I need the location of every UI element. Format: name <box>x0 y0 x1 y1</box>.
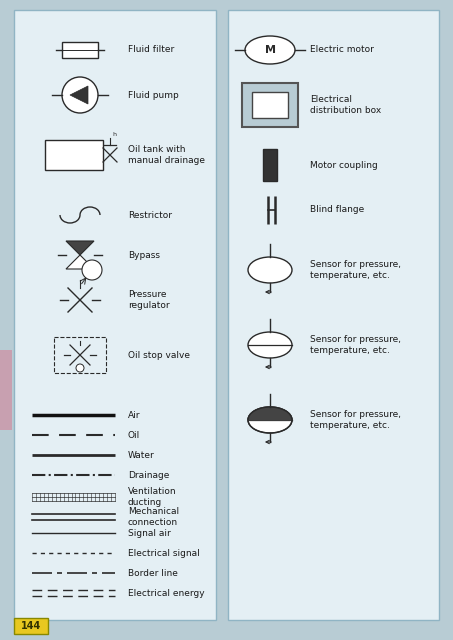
Text: Fluid pump: Fluid pump <box>128 90 179 99</box>
Bar <box>45 140 103 170</box>
Ellipse shape <box>248 332 292 358</box>
Text: Oil tank with
manual drainage: Oil tank with manual drainage <box>128 145 205 164</box>
Text: Mechanical
connection: Mechanical connection <box>128 508 179 527</box>
Text: Oil: Oil <box>128 431 140 440</box>
Text: Sensor for pressure,
temperature, etc.: Sensor for pressure, temperature, etc. <box>310 260 401 280</box>
Text: Electrical signal: Electrical signal <box>128 548 200 557</box>
Bar <box>54 337 106 373</box>
Bar <box>252 92 288 118</box>
Text: Signal air: Signal air <box>128 529 171 538</box>
Text: Border line: Border line <box>128 568 178 577</box>
Text: Pressure
regulator: Pressure regulator <box>128 291 169 310</box>
Bar <box>0 350 12 430</box>
Ellipse shape <box>248 257 292 283</box>
Polygon shape <box>70 86 88 104</box>
Text: Air: Air <box>128 410 140 419</box>
Bar <box>242 83 298 127</box>
Bar <box>62 42 98 58</box>
Bar <box>228 10 439 620</box>
Text: Sensor for pressure,
temperature, etc.: Sensor for pressure, temperature, etc. <box>310 335 401 355</box>
Text: Motor coupling: Motor coupling <box>310 161 378 170</box>
Circle shape <box>76 364 84 372</box>
Circle shape <box>82 260 102 280</box>
Circle shape <box>62 77 98 113</box>
Bar <box>263 149 277 181</box>
Text: Oil stop valve: Oil stop valve <box>128 351 190 360</box>
Text: Blind flange: Blind flange <box>310 205 364 214</box>
Text: Bypass: Bypass <box>128 250 160 259</box>
Bar <box>14 618 48 634</box>
Text: Drainage: Drainage <box>128 470 169 479</box>
Text: Restrictor: Restrictor <box>128 211 172 220</box>
Bar <box>14 10 216 620</box>
Polygon shape <box>66 255 94 269</box>
Polygon shape <box>66 241 94 255</box>
Ellipse shape <box>248 407 292 433</box>
Ellipse shape <box>245 36 295 64</box>
Text: 144: 144 <box>21 621 41 631</box>
Text: M: M <box>265 45 275 55</box>
Text: Ventilation
ducting: Ventilation ducting <box>128 487 177 507</box>
Polygon shape <box>248 407 292 420</box>
Text: Sensor for pressure,
temperature, etc.: Sensor for pressure, temperature, etc. <box>310 410 401 429</box>
Text: Fluid filter: Fluid filter <box>128 45 174 54</box>
Text: Electrical energy: Electrical energy <box>128 589 205 598</box>
Text: Electric motor: Electric motor <box>310 45 374 54</box>
Text: Water: Water <box>128 451 155 460</box>
Text: h: h <box>112 132 116 138</box>
Text: Electrical
distribution box: Electrical distribution box <box>310 95 381 115</box>
